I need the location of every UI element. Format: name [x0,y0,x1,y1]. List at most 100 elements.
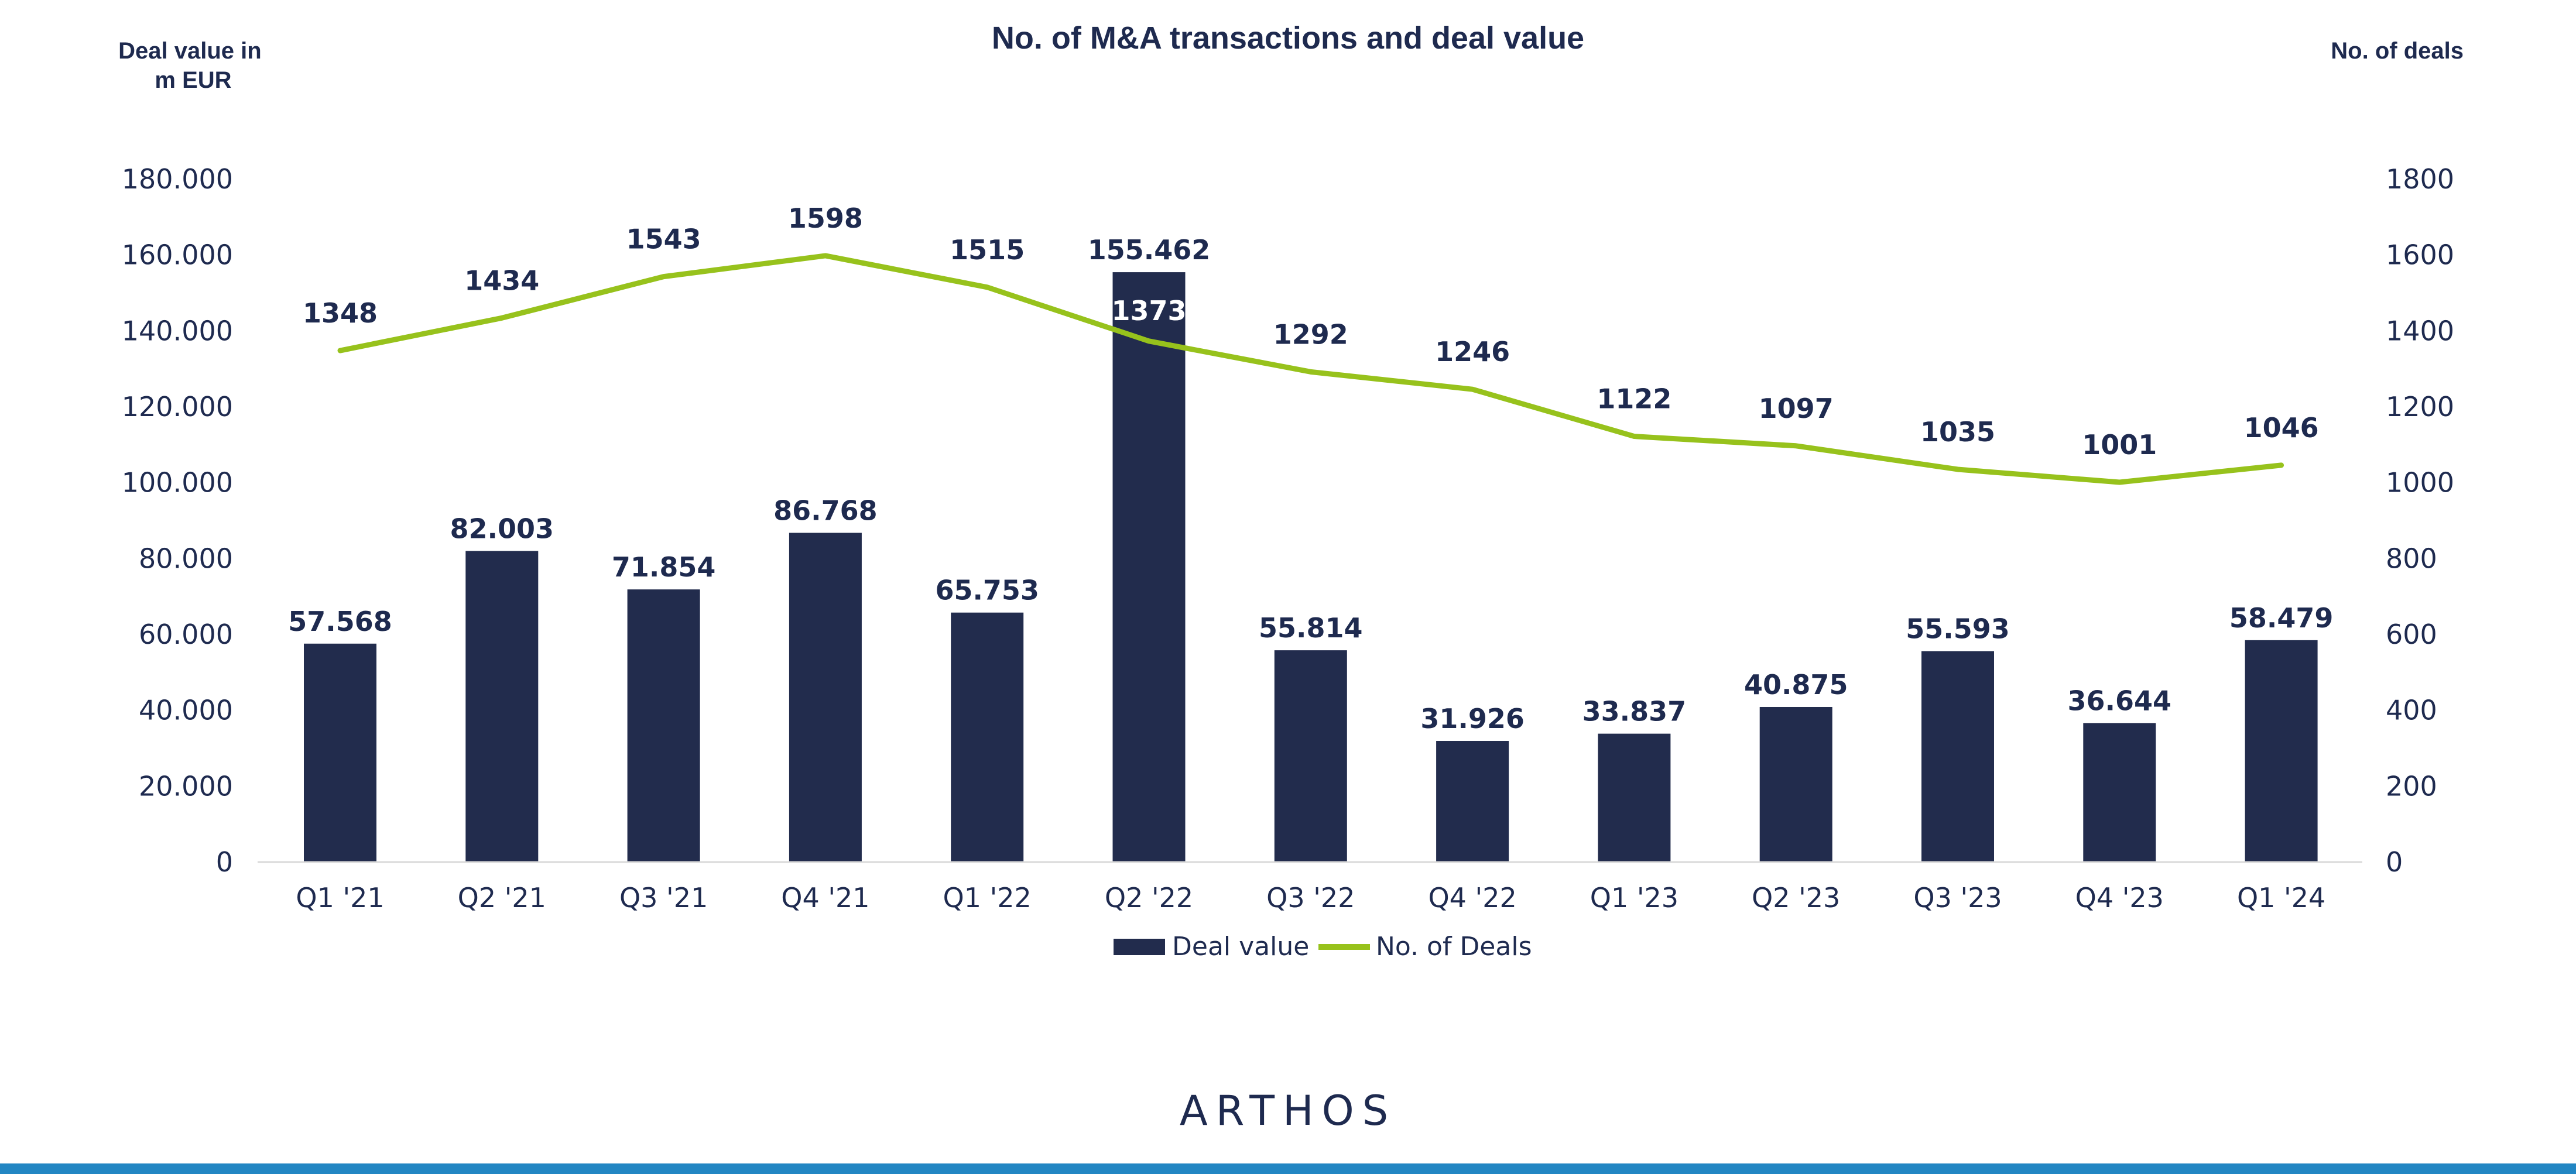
bar [1112,272,1186,863]
line-series: 1348 1434 1543 1598 1515 1373 1292 1246 1122 1097… [303,202,2319,485]
line-point [1795,445,1797,447]
bar [1759,706,1832,862]
line-point [2280,464,2282,466]
bar-data-label: 36.644 [2068,685,2172,716]
category-tick-label: Q2 '23 [1752,882,1840,914]
line-data-label: 1543 [626,224,701,255]
line-data-label: 1097 [1759,393,1834,424]
line-data-label: 1515 [950,234,1025,266]
line-point [1633,435,1635,437]
line-data-label: 1035 [1920,416,1995,448]
bar-data-label: 155.462 [1088,234,1211,266]
line-point [1310,371,1311,373]
left-axis-title-line-2: m EUR [155,67,231,93]
left-axis-tick-label: 60.000 [139,619,233,650]
category-tick-label: Q1 '23 [1590,882,1678,914]
bar-data-label: 31.926 [1420,703,1525,734]
category-tick-label: Q4 '22 [1428,882,1516,914]
bar-series: 57.568 82.003 71.854 86.768 65.753 155.462 55.… [288,234,2334,863]
category-tick-label: Q3 '23 [1913,882,2002,914]
left-axis-tick-label: 140.000 [122,315,233,346]
left-axis-ticks: 0 20.000 40.000 60.000 80.000 100.000 120.000 1… [122,163,233,878]
bar [1274,650,1347,862]
line-data-label: 1122 [1597,383,1671,415]
bar-data-label: 65.753 [935,575,1039,606]
bar [951,612,1024,862]
left-axis-title-line-1: Deal value in [118,38,262,64]
legend: Deal value No. of Deals [1114,932,1532,962]
right-axis-tick-label: 1600 [2386,239,2454,271]
line-point [1957,468,1958,470]
bar [1598,733,1671,862]
category-tick-label: Q1 '24 [2237,882,2325,914]
bar-data-label: 82.003 [450,513,554,544]
line-point [2119,482,2121,483]
category-tick-label: Q2 '22 [1105,882,1193,914]
bar-data-label: 55.593 [1906,613,2010,645]
left-axis-tick-label: 40.000 [139,695,233,726]
bar [2083,723,2156,862]
bar-data-label: 86.768 [773,495,878,526]
right-axis-title: No. of deals [2331,38,2464,64]
category-tick-label: Q2 '21 [458,882,546,914]
bar [789,533,862,862]
line-point [986,286,988,288]
line-data-label: 1001 [2082,429,2157,461]
left-axis-tick-label: 80.000 [139,543,233,574]
right-axis-tick-label: 200 [2386,770,2437,802]
right-axis-tick-label: 1400 [2386,315,2454,346]
bar-data-label: 55.814 [1259,612,1363,644]
right-axis-tick-label: 800 [2386,543,2437,574]
category-tick-label: Q3 '21 [619,882,708,914]
left-axis-tick-label: 0 [216,846,233,878]
line-point [1472,389,1474,390]
line-data-label: 1292 [1273,318,1348,350]
bar [1921,651,1994,862]
line-data-label: 1348 [303,297,378,329]
bar-data-label: 40.875 [1744,669,1848,701]
bar [2245,640,2318,862]
arthos-logo: ARTHOS [1180,1087,1396,1135]
right-axis-tick-label: 1800 [2386,163,2454,195]
category-tick-label: Q4 '23 [2075,882,2164,914]
footer-band [0,1163,2576,1174]
category-tick-label: Q1 '22 [943,882,1032,914]
left-axis-title: Deal value in m EUR [118,38,268,93]
right-axis-tick-label: 600 [2386,619,2437,650]
line-data-label: 1373 [1111,295,1186,327]
category-tick-label: Q1 '21 [296,882,384,914]
bar [1436,741,1509,862]
line-data-label: 1046 [2244,412,2319,444]
right-axis-tick-label: 400 [2386,695,2437,726]
right-axis-tick-label: 1200 [2386,391,2454,423]
legend-bar-swatch [1114,939,1165,955]
line-data-label: 1598 [788,202,863,234]
left-axis-tick-label: 120.000 [122,391,233,423]
bar-data-label: 71.854 [612,551,716,583]
category-axis: Q1 '21 Q2 '21 Q3 '21 Q4 '21 Q1 '22 Q2 '22 Q3 '… [296,882,2325,914]
line-data-label: 1434 [464,265,539,296]
chart-title: No. of M&A transactions and deal value [992,20,1584,56]
left-axis-tick-label: 160.000 [122,239,233,271]
bar-data-label: 57.568 [288,606,392,637]
bar [627,589,700,862]
left-axis-tick-label: 100.000 [122,467,233,499]
right-axis-ticks: 0 200 400 600 800 1000 1200 1400 1600 1800 [2386,163,2454,878]
line-data-label: 1246 [1435,336,1510,368]
left-axis-tick-label: 20.000 [139,770,233,802]
line-point [824,255,826,256]
category-tick-label: Q3 '22 [1266,882,1355,914]
left-axis-tick-label: 180.000 [122,163,233,195]
bar-data-label: 58.479 [2229,602,2334,634]
bar-data-label: 33.837 [1582,696,1687,727]
line-point [663,276,664,277]
bar [465,551,539,862]
line-point [340,350,341,352]
series-line [337,253,2284,485]
category-tick-label: Q4 '21 [781,882,869,914]
line-point [501,317,503,319]
bar [304,643,376,862]
legend-bar-label: Deal value [1172,932,1309,962]
right-axis-tick-label: 1000 [2386,467,2454,499]
